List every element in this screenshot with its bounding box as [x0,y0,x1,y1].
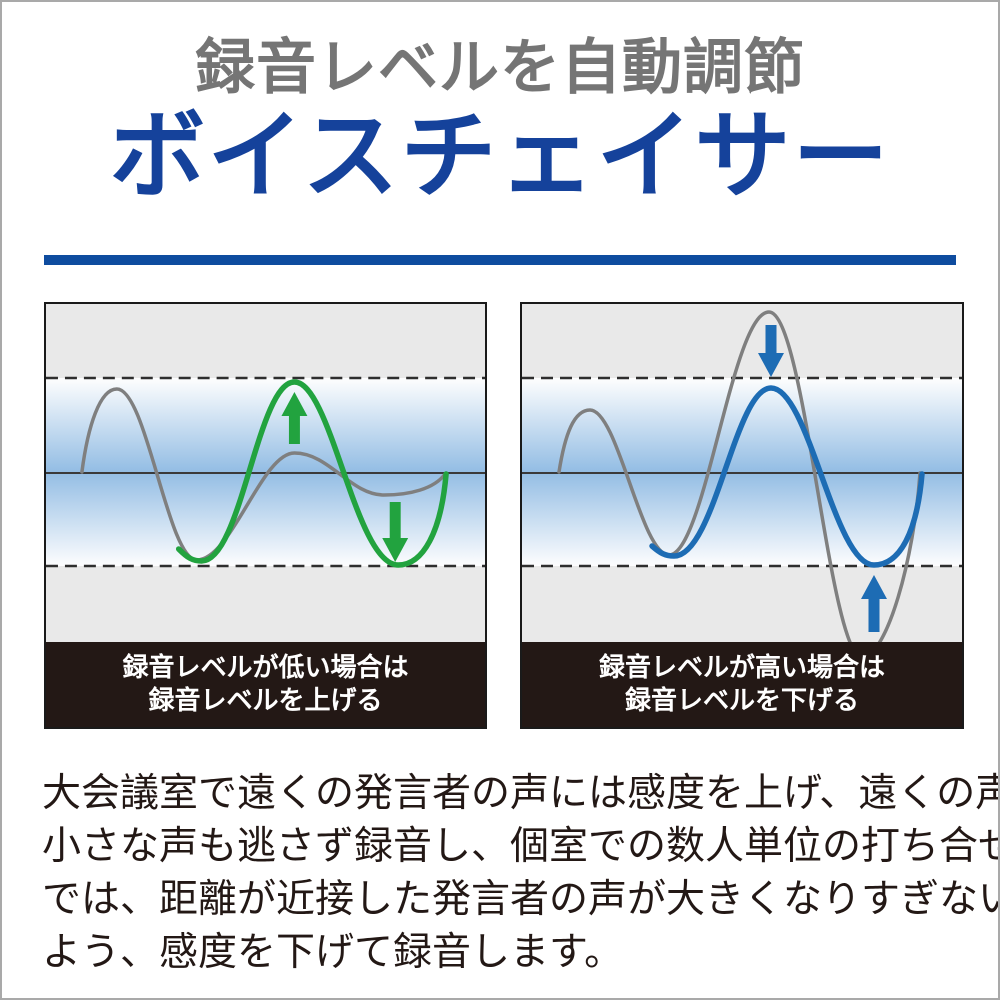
upper-gray-band [46,304,485,378]
caption-line: 録音レベルが低い場合は [122,652,409,682]
caption-line: 録音レベルを下げる [624,685,859,715]
subtitle-text: 録音レベルを自動調節 [195,34,805,101]
waveform-diagram-high [522,304,962,642]
description-line: 大会議室で遠くの発言者の声には感度を上げ、遠くの声・ [42,772,1000,815]
description-paragraph: 大会議室で遠くの発言者の声には感度を上げ、遠くの声・ 小さな声も逃さず録音し、個… [42,767,1000,979]
page-title: ボイスチェイサー [109,103,891,210]
boosted-wave-green [175,379,449,568]
panel-high-level: 録音レベルが高い場合は 録音レベルを下げる [520,302,964,729]
description-line: よう、感度を下げて録音します。 [42,931,624,974]
original-wave-high [557,310,922,642]
caption-low-level: 録音レベルが低い場合は 録音レベルを上げる [46,642,485,727]
description-line: では、距離が近接した発言者の声が大きくなりすぎない [42,878,1000,921]
upper-gray-band [522,304,962,378]
description-line: 小さな声も逃さず録音し、個室での数人単位の打ち合せ [42,825,1000,868]
caption-high-level: 録音レベルが高い場合は 録音レベルを下げる [522,642,962,727]
down-arrow-icon [382,502,409,562]
attenuated-wave-blue [649,385,925,568]
lower-gray-band [522,566,962,642]
up-arrow-icon [861,575,887,632]
caption-line: 録音レベルが高い場合は [598,652,885,682]
lower-gray-band [46,566,485,642]
down-arrow-icon [758,325,784,377]
waveform-diagram-low [46,304,485,642]
caption-line: 録音レベルを上げる [148,685,383,715]
up-arrow-icon [281,392,308,444]
divider-rule [44,255,956,265]
panel-low-level: 録音レベルが低い場合は 録音レベルを上げる [44,302,487,729]
